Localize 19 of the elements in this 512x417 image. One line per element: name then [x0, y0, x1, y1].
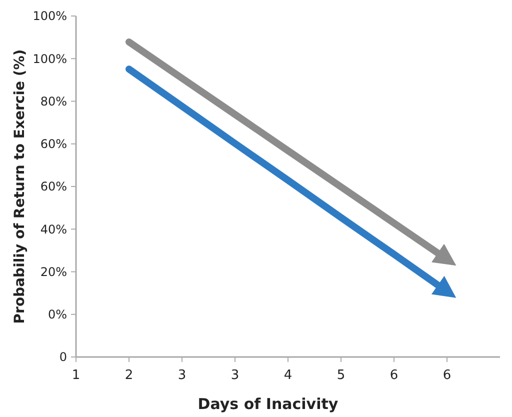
x-tick-label: 5 [336, 368, 346, 383]
text: 100% [32, 52, 67, 66]
text: 80% [40, 94, 67, 108]
text: 60% [40, 137, 67, 152]
x-tick-label: 1 [72, 368, 80, 383]
x-tick-label: 3 [230, 368, 240, 383]
x-tick-label: 6 [442, 368, 452, 383]
y-axis-title: Probabiliy of Return to Exercie (%) [12, 49, 28, 324]
text: 0 [59, 350, 67, 364]
x-tick-label: 4 [284, 368, 292, 383]
x-tick-label: 6 [390, 368, 398, 383]
x-tick-label: 2 [124, 368, 134, 383]
text: 40% [40, 222, 67, 236]
text: 100% [32, 9, 67, 24]
x-tick-label: 3 [178, 368, 186, 383]
text: 20% [40, 264, 67, 279]
x-axis-title: Days of Inacivity [198, 395, 338, 413]
text: 0% [48, 308, 67, 322]
text: 60% [40, 180, 67, 194]
